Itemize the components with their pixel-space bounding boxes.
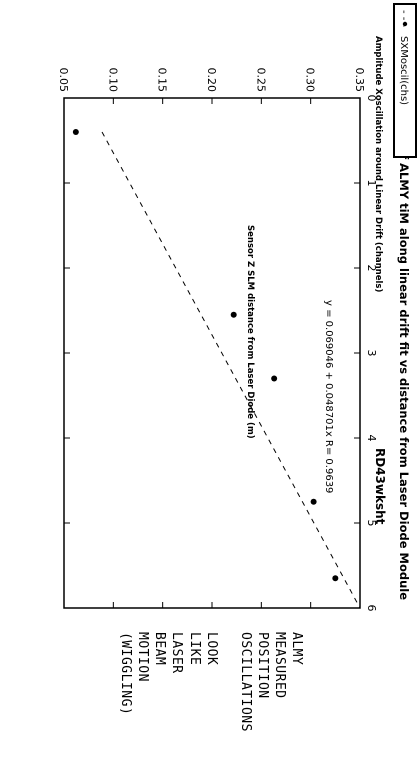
x-axis-label: Sensor Z SLM distance from Laser Diode (… xyxy=(245,225,255,439)
note-line-3: POSITION xyxy=(255,632,270,699)
note-line-6: LIKE xyxy=(187,632,202,665)
legend-box xyxy=(393,3,417,158)
x-tick-label: 1 xyxy=(365,180,378,187)
x-tick-label: 2 xyxy=(365,265,378,272)
y-tick-label: 0.25 xyxy=(254,68,267,93)
y-tick-label: 0.15 xyxy=(156,68,169,93)
corner-tag: RD43wksht xyxy=(373,448,387,525)
legend-series-name: SXMoscil(chs) xyxy=(398,36,409,105)
plot-frame-group xyxy=(63,97,361,609)
note-line-10: (WIGGLING) xyxy=(118,632,133,715)
y-axis-label: Amplitude Xoscillation around Linear Dri… xyxy=(373,36,383,292)
legend-dot xyxy=(402,21,408,27)
legend-marker: - - - xyxy=(398,10,409,28)
x-tick-label: 6 xyxy=(365,605,378,612)
note-line-7: LASER xyxy=(169,632,184,674)
note-line-1: ALMY xyxy=(289,632,304,665)
data-point xyxy=(271,375,278,382)
y-tick-label: 0.05 xyxy=(57,68,70,93)
x-tick-label: 5 xyxy=(365,520,378,527)
note-line-2: MEASURED xyxy=(272,632,287,699)
x-tick-label: 0 xyxy=(365,95,378,102)
data-point xyxy=(310,498,317,505)
handwritten-note: ALMY MEASURED POSITION OSCILLATIONS LOOK… xyxy=(118,632,304,732)
note-line-5: LOOK xyxy=(204,632,219,665)
y-tick-label: 0.35 xyxy=(353,68,366,93)
y-tick-label: 0.30 xyxy=(304,68,317,93)
data-point xyxy=(230,311,237,318)
note-line-9: MOTION xyxy=(135,632,150,682)
note-line-8: BEAM xyxy=(152,632,167,665)
x-tick-label: 3 xyxy=(365,350,378,357)
axes-group: 0 1 2 3 4 5 6 0.05 0.10 0.15 0.20 0.25 0.30 0.35 xyxy=(57,68,378,612)
fit-line xyxy=(101,131,361,609)
note-line-4: OSCILLATIONS xyxy=(238,632,253,732)
y-tick-label: 0.20 xyxy=(205,68,218,93)
x-tick-label: 4 xyxy=(365,435,378,442)
y-tick-label: 0.10 xyxy=(106,68,119,93)
fit-equation-label: y = 0.069046 + 0.048701x R= 0.9639 xyxy=(323,300,334,493)
marks-group xyxy=(72,129,361,609)
plot-frame xyxy=(63,97,361,609)
legend: - - - SXMoscil(chs) xyxy=(393,3,417,158)
data-point xyxy=(332,575,339,582)
data-point xyxy=(72,129,79,135)
